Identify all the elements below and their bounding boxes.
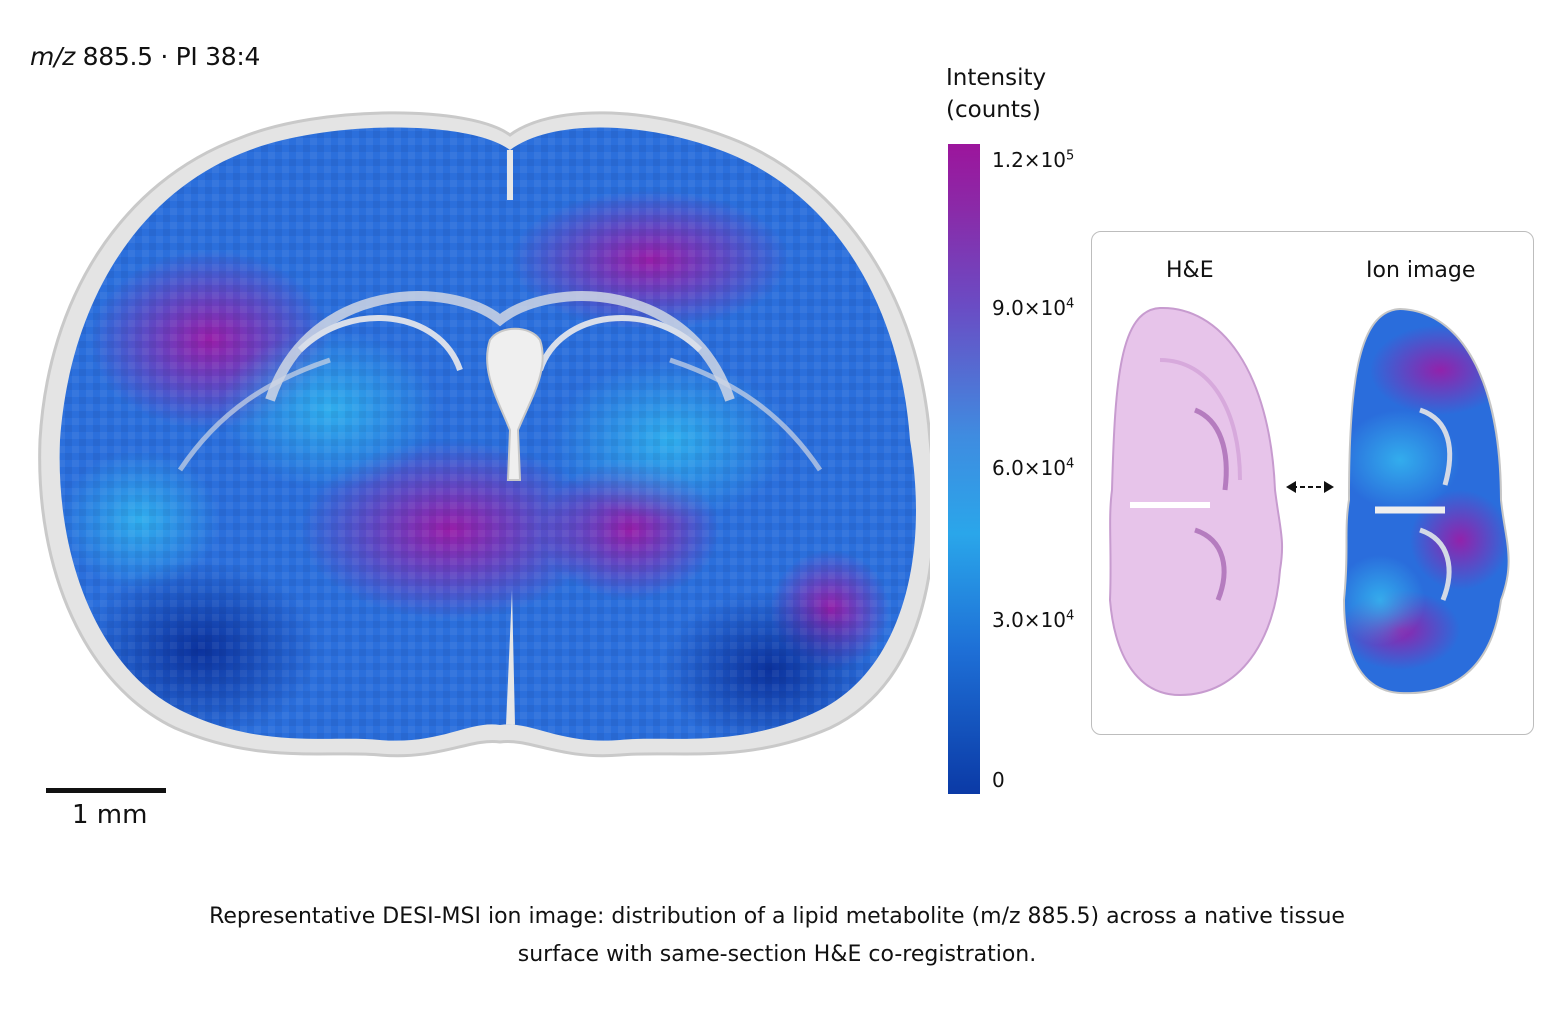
tick-label: 9.0×10 (992, 296, 1067, 320)
colorbar-title-line1: Intensity (946, 65, 1047, 91)
title-rest: 885.5 · PI 38:4 (75, 42, 261, 71)
double-arrow-icon (1286, 481, 1334, 493)
tick-label: 3.0×10 (992, 608, 1067, 632)
colorbar-title: Intensity (counts) (946, 62, 1046, 126)
inset-he-label: H&E (1166, 258, 1214, 283)
tick-exp: 4 (1066, 456, 1075, 472)
colorbar-tick-30k: 3.0×104 (992, 608, 1074, 632)
figure-title: m/z 885.5 · PI 38:4 (30, 42, 260, 71)
he-section (1108, 306, 1284, 697)
title-mz: m/z (30, 42, 75, 71)
figure-caption: Representative DESI-MSI ion image: distr… (150, 898, 1404, 974)
inset-images (1108, 306, 1510, 697)
tick-exp: 4 (1066, 608, 1075, 624)
colorbar-tick-90k: 9.0×104 (992, 296, 1074, 320)
colorbar (948, 144, 980, 794)
colorbar-title-line2: (counts) (946, 97, 1041, 123)
tick-exp: 5 (1066, 148, 1075, 164)
ion-section (1345, 310, 1508, 693)
tick-exp: 4 (1066, 296, 1075, 312)
inset-ion-label: Ion image (1366, 258, 1476, 283)
main-ion-image (38, 111, 930, 758)
caption-line-1: Representative DESI-MSI ion image: distr… (209, 904, 1345, 929)
colorbar-tick-max: 1.2×105 (992, 148, 1074, 172)
tick-label: 1.2×10 (992, 148, 1067, 172)
scale-bar-label: 1 mm (72, 800, 148, 830)
tick-label: 0 (992, 768, 1005, 792)
caption-line-2: surface with same-section H&E co-registr… (517, 942, 1037, 967)
scale-bar (46, 788, 166, 793)
tick-label: 6.0×10 (992, 456, 1067, 480)
colorbar-tick-60k: 6.0×104 (992, 456, 1074, 480)
colorbar-tick-zero: 0 (992, 768, 1005, 792)
